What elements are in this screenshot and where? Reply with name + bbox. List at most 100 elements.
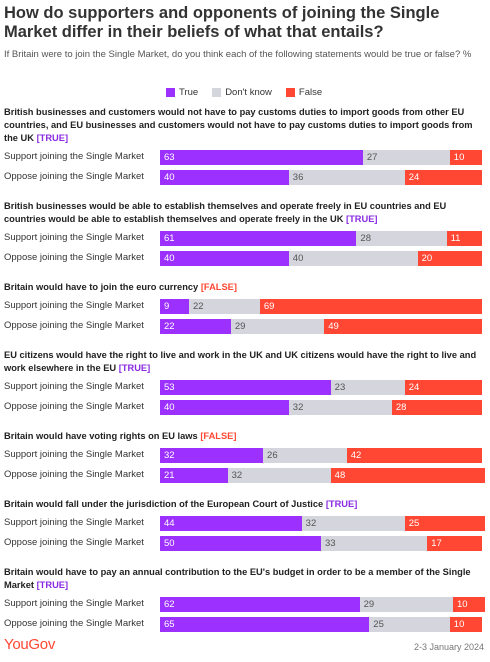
value-label: 36 (292, 172, 304, 183)
value-label: 42 (350, 450, 362, 461)
question: Britain would have voting rights on EU l… (4, 430, 486, 443)
bar-segment: 26 (263, 448, 347, 463)
value-label: 22 (192, 301, 204, 312)
row-label: Support joining the Single Market (4, 232, 144, 243)
bar-segment: 21 (160, 468, 228, 483)
bar-row: Support joining the Single Market 53 23 24 (4, 378, 486, 398)
question: British businesses and customers would n… (4, 106, 486, 145)
bar-segment: 44 (160, 516, 302, 531)
bar-segment: 50 (160, 536, 321, 551)
value-label: 11 (450, 233, 461, 244)
question-tag: [TRUE] (36, 580, 69, 590)
legend-swatch (285, 87, 295, 97)
bar-segment: 11 (446, 231, 482, 246)
bar-row: Support joining the Single Market 9 22 69 (4, 297, 486, 317)
brand-logo: YouGov (4, 636, 56, 653)
bar-segment: 40 (160, 400, 289, 415)
chart-title: How do supporters and opponents of joini… (4, 4, 440, 41)
date-note: 2-3 January 2024 (413, 642, 484, 652)
value-label: 61 (164, 233, 175, 244)
legend-item: Don't know (212, 85, 272, 99)
question-tag: [TRUE] (118, 363, 151, 373)
value-label: 62 (164, 599, 175, 610)
question: British businesses would be able to esta… (4, 200, 486, 226)
row-label: Oppose joining the Single Market (4, 320, 144, 331)
question-text: British businesses and customers would n… (4, 107, 473, 143)
value-label: 29 (363, 599, 375, 610)
value-label: 22 (164, 321, 175, 332)
question-text: Britain would have to join the euro curr… (4, 282, 199, 292)
chart-group: Britain would have voting rights on EU l… (4, 430, 486, 486)
question: Britain would have to pay an annual cont… (4, 566, 486, 592)
bar-row: Oppose joining the Single Market 40 36 24 (4, 168, 486, 188)
legend-label: False (298, 86, 323, 98)
value-label: 53 (164, 382, 175, 393)
bar-segment: 62 (160, 597, 360, 612)
row-label: Oppose joining the Single Market (4, 171, 144, 182)
bar-row: Support joining the Single Market 44 32 25 (4, 514, 486, 534)
bar-segment: 24 (404, 170, 482, 185)
bar-row: Oppose joining the Single Market 21 32 48 (4, 466, 486, 486)
bar-row: Support joining the Single Market 32 26 42 (4, 446, 486, 466)
bar-segment: 40 (160, 251, 289, 266)
row-label: Oppose joining the Single Market (4, 537, 144, 548)
bar-segment: 23 (330, 380, 405, 395)
value-label: 32 (231, 470, 243, 481)
value-label: 28 (360, 233, 371, 244)
value-label: 32 (292, 402, 304, 413)
value-label: 33 (325, 538, 336, 549)
bar-row: Support joining the Single Market 62 29 10 (4, 595, 486, 615)
bar-segment: 10 (453, 597, 486, 612)
bar-segment: 29 (359, 597, 453, 612)
question-text: EU citizens would have the right to live… (4, 350, 477, 373)
bar-segment: 40 (160, 170, 289, 185)
value-label: 32 (305, 518, 317, 529)
value-label: 65 (164, 619, 175, 630)
bar-segment: 28 (356, 231, 447, 246)
bar-segment: 32 (160, 448, 264, 463)
bar-segment: 28 (391, 400, 482, 415)
bar-segment: 42 (346, 448, 482, 463)
value-label: 69 (263, 301, 275, 312)
value-label: 48 (334, 470, 346, 481)
bar-segment: 49 (324, 319, 482, 334)
value-label: 27 (366, 152, 378, 163)
bar-segment: 10 (449, 617, 482, 632)
value-label: 10 (453, 152, 465, 163)
value-label: 9 (164, 301, 170, 312)
bar-segment: 25 (369, 617, 450, 632)
legend-swatch (212, 87, 222, 97)
row-label: Support joining the Single Market (4, 598, 144, 609)
bar-row: Oppose joining the Single Market 65 25 10 (4, 615, 486, 635)
row-label: Support joining the Single Market (4, 381, 144, 392)
value-label: 25 (408, 518, 420, 529)
question-tag: [FALSE] (200, 431, 237, 441)
bar-segment: 33 (321, 536, 428, 551)
bar-segment: 48 (330, 468, 486, 483)
question-tag: [FALSE] (200, 282, 237, 292)
bar-segment: 32 (227, 468, 331, 483)
value-label: 21 (164, 470, 175, 481)
value-label: 26 (267, 450, 278, 461)
row-label: Oppose joining the Single Market (4, 401, 144, 412)
row-label: Oppose joining the Single Market (4, 618, 144, 629)
value-label: 10 (453, 619, 465, 630)
bar-row: Oppose joining the Single Market 50 33 17 (4, 534, 486, 554)
bar-segment: 24 (404, 380, 482, 395)
bar-segment: 36 (288, 170, 405, 185)
chart-group: Britain would have to pay an annual cont… (4, 566, 486, 635)
bar-segment: 53 (160, 380, 331, 395)
question-tag: [TRUE] (346, 214, 378, 224)
bar-segment: 9 (160, 299, 189, 314)
bar-segment: 32 (288, 400, 392, 415)
value-label: 25 (373, 619, 384, 630)
bar-segment: 65 (160, 617, 370, 632)
value-label: 24 (408, 382, 420, 393)
chart-groups: British businesses and customers would n… (4, 106, 486, 647)
question-text: Britain would have voting rights on EU l… (4, 431, 198, 441)
legend-label: Don't know (225, 86, 272, 98)
value-label: 40 (164, 172, 175, 183)
value-label: 32 (164, 450, 175, 461)
value-label: 49 (328, 321, 339, 332)
bar-segment: 69 (259, 299, 482, 314)
